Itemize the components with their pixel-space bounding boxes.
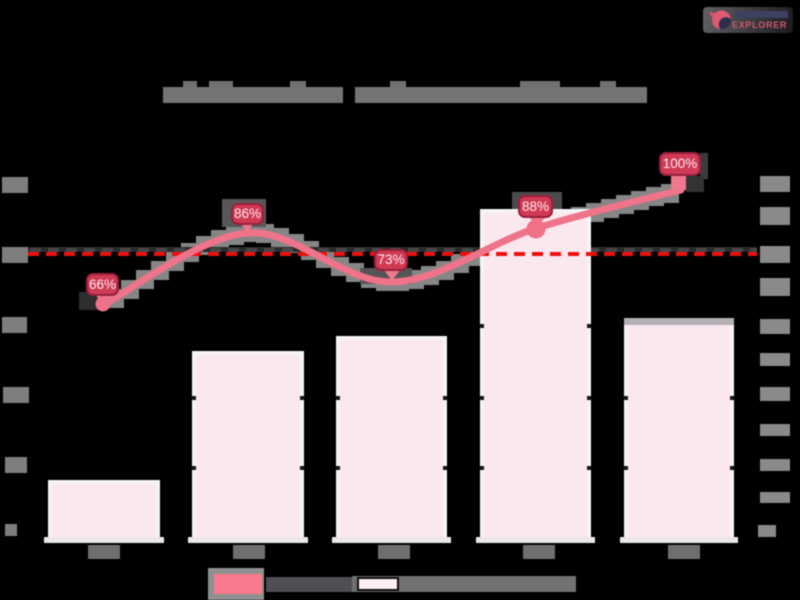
svg-text:EXPLORER: EXPLORER [732, 20, 787, 30]
